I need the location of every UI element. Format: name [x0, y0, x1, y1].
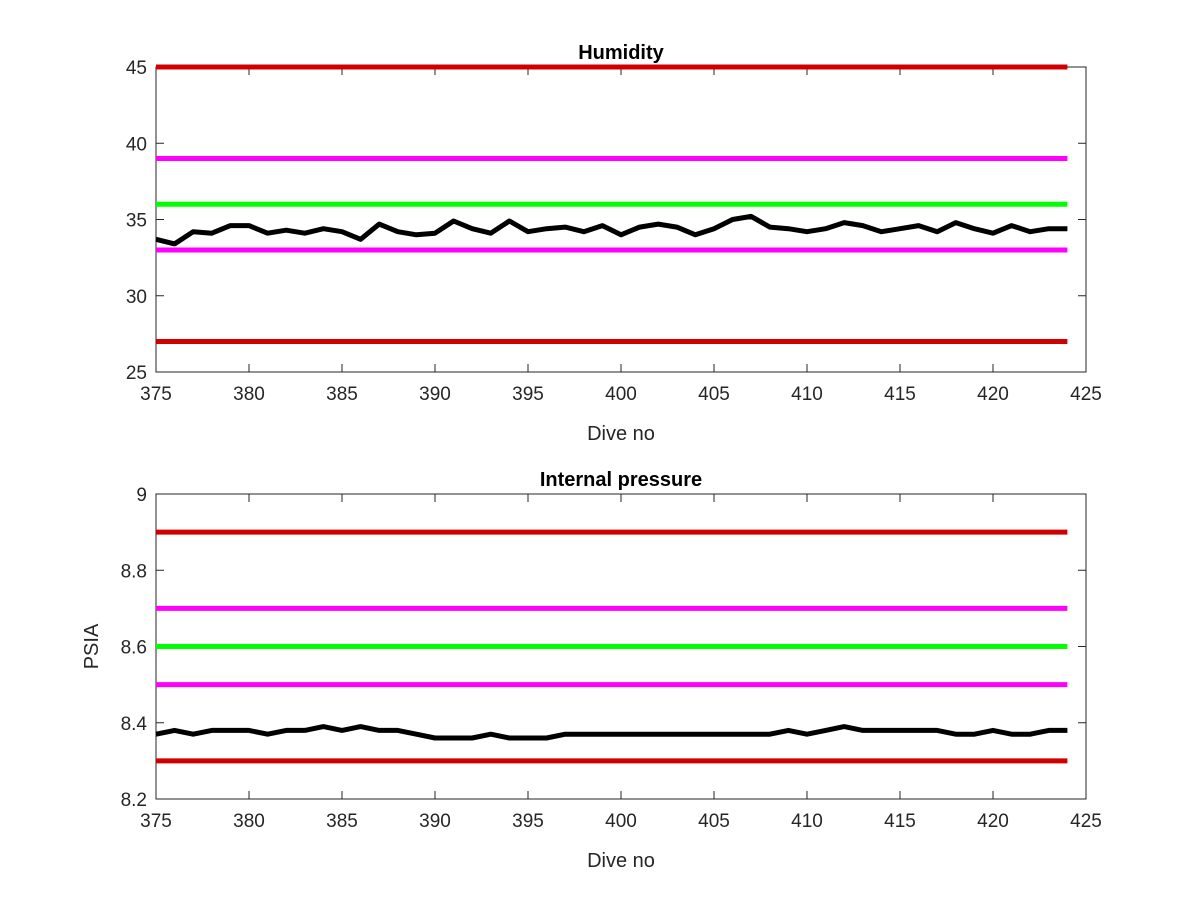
x-tick-label: 415 — [884, 384, 916, 405]
y-tick-label: 45 — [126, 58, 147, 79]
chart-title: Internal pressure — [540, 469, 702, 491]
chart-title: Humidity — [578, 42, 664, 64]
x-tick-label: 425 — [1070, 811, 1102, 832]
y-tick-label: 8.8 — [121, 561, 147, 582]
x-tick-label: 380 — [233, 384, 265, 405]
x-tick-label: 410 — [791, 384, 823, 405]
x-tick-label: 390 — [419, 811, 451, 832]
x-tick-label: 400 — [605, 811, 637, 832]
series-line — [155, 213, 1068, 247]
x-tick-label: 405 — [698, 811, 730, 832]
internal-pressure-chart: 375 380 385 390 395 400 405 410 415 420 425 8.2 8.4 8… — [81, 469, 1102, 872]
x-tick-label: 420 — [977, 384, 1009, 405]
x-tick-label: 395 — [512, 811, 544, 832]
y-tick-label: 9 — [136, 485, 147, 506]
plot-area — [155, 66, 1087, 373]
y-tick-label: 25 — [126, 363, 147, 384]
x-tick-label: 405 — [698, 384, 730, 405]
y-tick-label: 35 — [126, 211, 147, 232]
x-tick-label: 385 — [326, 384, 358, 405]
x-tick-label: 375 — [140, 811, 172, 832]
x-tick-label: 380 — [233, 811, 265, 832]
x-axis-label: Dive no — [587, 423, 655, 445]
x-tick-label: 420 — [977, 811, 1009, 832]
humidity-chart: 375 380 385 390 395 400 405 410 415 420 425 25 30 35 4… — [126, 42, 1102, 445]
y-tick-label: 30 — [126, 287, 147, 308]
x-tick-label: 425 — [1070, 384, 1102, 405]
x-tick-label: 390 — [419, 384, 451, 405]
x-tick-label: 375 — [140, 384, 172, 405]
series-line — [155, 724, 1068, 741]
x-tick-label: 395 — [512, 384, 544, 405]
x-axis-label: Dive no — [587, 850, 655, 872]
x-tick-label: 410 — [791, 811, 823, 832]
y-tick-label: 8.4 — [121, 714, 148, 735]
x-tick-label: 400 — [605, 384, 637, 405]
y-tick-label: 40 — [126, 134, 147, 155]
y-tick-label: 8.2 — [121, 790, 147, 811]
x-tick-label: 385 — [326, 811, 358, 832]
x-tick-label: 415 — [884, 811, 916, 832]
y-tick-label: 8.6 — [121, 638, 147, 659]
y-axis-label: PSIA — [81, 623, 103, 669]
